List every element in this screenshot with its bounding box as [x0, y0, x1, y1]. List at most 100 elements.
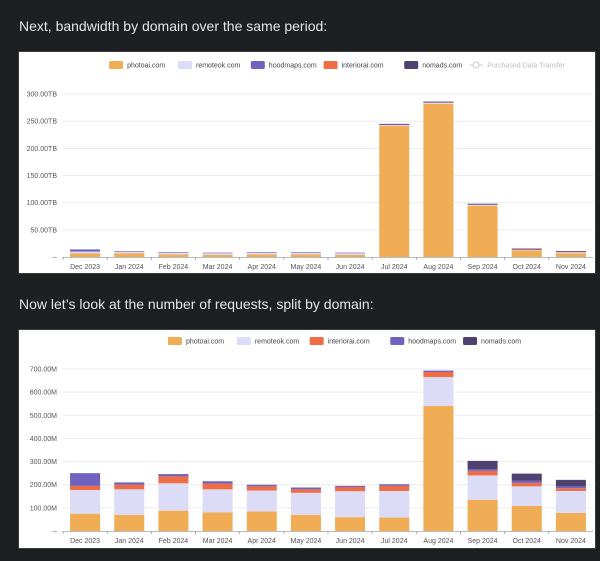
legend-item-photoai-com[interactable]: photoai.com	[109, 61, 165, 70]
bar-stack-jan-2024[interactable]	[114, 482, 145, 531]
bar-segment-hoodmaps-com[interactable]	[335, 252, 366, 254]
bar-segment-remoteok-com[interactable]	[114, 489, 145, 515]
bar-segment-hoodmaps-com[interactable]	[158, 474, 189, 477]
bar-segment-hoodmaps-com[interactable]	[158, 252, 189, 253]
bar-segment-remoteok-com[interactable]	[70, 251, 101, 254]
legend-item-remoteok-com[interactable]: remoteok.com	[236, 337, 300, 346]
bar-segment-hoodmaps-com[interactable]	[246, 252, 277, 253]
bar-segment-hoodmaps-com[interactable]	[202, 481, 233, 484]
bar-segment-nomads-com[interactable]	[423, 101, 454, 103]
bar-segment-photoai-com[interactable]	[70, 253, 101, 257]
bar-segment-nomads-com[interactable]	[555, 479, 586, 487]
bar-segment-photoai-com[interactable]	[467, 499, 498, 531]
bar-segment-photoai-com[interactable]	[555, 253, 586, 257]
bar-segment-hoodmaps-com[interactable]	[379, 484, 410, 486]
legend-item-hoodmaps-com[interactable]: hoodmaps.com	[390, 337, 456, 346]
bar-segment-photoai-com[interactable]	[379, 517, 410, 531]
bar-segment-remoteok-com[interactable]	[290, 252, 321, 255]
bar-segment-photoai-com[interactable]	[423, 406, 454, 531]
bar-segment-interiorai-com[interactable]	[335, 487, 366, 492]
bar-stack-dec-2023[interactable]	[70, 249, 101, 257]
bar-segment-hoodmaps-com[interactable]	[114, 251, 145, 252]
bar-segment-hoodmaps-com[interactable]	[423, 370, 454, 373]
bar-segment-photoai-com[interactable]	[246, 254, 277, 257]
bar-segment-remoteok-com[interactable]	[335, 253, 366, 255]
bar-stack-jun-2024[interactable]	[335, 252, 366, 257]
bar-segment-interiorai-com[interactable]	[555, 488, 586, 491]
bar-segment-photoai-com[interactable]	[335, 517, 366, 531]
bar-segment-interiorai-com[interactable]	[511, 249, 542, 250]
bar-segment-photoai-com[interactable]	[202, 254, 233, 257]
bar-segment-nomads-com[interactable]	[467, 203, 498, 205]
bar-segment-remoteok-com[interactable]	[335, 491, 366, 518]
bar-segment-interiorai-com[interactable]	[379, 485, 410, 491]
bar-segment-interiorai-com[interactable]	[158, 476, 189, 484]
bar-segment-photoai-com[interactable]	[555, 512, 586, 531]
legend-item-nomads-com[interactable]: nomads.com	[463, 337, 521, 346]
bar-stack-oct-2024[interactable]	[511, 248, 542, 257]
bar-stack-jan-2024[interactable]	[114, 251, 145, 257]
bar-segment-photoai-com[interactable]	[114, 514, 145, 531]
bar-segment-hoodmaps-com[interactable]	[246, 484, 277, 487]
bar-stack-jul-2024[interactable]	[379, 484, 410, 531]
bar-stack-mar-2024[interactable]	[202, 252, 233, 257]
bar-stack-sep-2024[interactable]	[467, 460, 498, 531]
bar-segment-photoai-com[interactable]	[511, 250, 542, 257]
bar-segment-photoai-com[interactable]	[335, 254, 366, 257]
bar-segment-hoodmaps-com[interactable]	[467, 468, 498, 471]
bar-stack-apr-2024[interactable]	[246, 252, 277, 257]
bar-stack-aug-2024[interactable]	[423, 370, 454, 531]
legend-item-hoodmaps-com[interactable]: hoodmaps.com	[250, 61, 317, 70]
bar-segment-interiorai-com[interactable]	[511, 482, 542, 487]
bar-segment-photoai-com[interactable]	[423, 103, 454, 257]
bar-stack-may-2024[interactable]	[290, 487, 321, 531]
bar-segment-hoodmaps-com[interactable]	[290, 252, 321, 253]
bar-segment-interiorai-com[interactable]	[114, 484, 145, 490]
bar-stack-jun-2024[interactable]	[335, 485, 366, 531]
bar-segment-remoteok-com[interactable]	[114, 251, 145, 254]
bar-segment-photoai-com[interactable]	[290, 254, 321, 257]
bar-segment-hoodmaps-com[interactable]	[70, 249, 101, 252]
bar-stack-apr-2024[interactable]	[246, 484, 277, 531]
bar-segment-interiorai-com[interactable]	[290, 489, 321, 493]
bar-segment-photoai-com[interactable]	[70, 513, 101, 531]
bar-stack-feb-2024[interactable]	[158, 252, 189, 257]
bar-stack-nov-2024[interactable]	[555, 479, 586, 531]
bar-segment-remoteok-com[interactable]	[467, 475, 498, 500]
bar-segment-hoodmaps-com[interactable]	[70, 473, 101, 486]
bar-stack-oct-2024[interactable]	[511, 473, 542, 531]
bar-segment-nomads-com[interactable]	[467, 460, 498, 469]
bar-segment-photoai-com[interactable]	[290, 514, 321, 531]
legend-item-nomads-com[interactable]: nomads.com	[404, 61, 462, 70]
bar-segment-interiorai-com[interactable]	[202, 483, 233, 490]
bar-segment-remoteok-com[interactable]	[290, 492, 321, 515]
bar-stack-aug-2024[interactable]	[423, 101, 454, 257]
bar-segment-remoteok-com[interactable]	[423, 377, 454, 407]
bar-segment-photoai-com[interactable]	[158, 254, 189, 257]
bar-stack-sep-2024[interactable]	[467, 203, 498, 257]
bar-segment-hoodmaps-com[interactable]	[511, 480, 542, 483]
bar-segment-remoteok-com[interactable]	[158, 252, 189, 255]
bar-segment-remoteok-com[interactable]	[379, 490, 410, 518]
bar-segment-remoteok-com[interactable]	[379, 124, 410, 127]
bar-stack-feb-2024[interactable]	[158, 474, 189, 531]
bar-segment-photoai-com[interactable]	[202, 512, 233, 531]
bar-segment-photoai-com[interactable]	[511, 506, 542, 531]
bar-segment-remoteok-com[interactable]	[202, 253, 233, 255]
bar-segment-hoodmaps-com[interactable]	[290, 487, 321, 490]
bar-segment-nomads-com[interactable]	[379, 123, 410, 125]
bar-stack-nov-2024[interactable]	[555, 251, 586, 257]
bar-segment-remoteok-com[interactable]	[70, 490, 101, 514]
bar-segment-remoteok-com[interactable]	[511, 249, 542, 251]
bar-stack-may-2024[interactable]	[290, 252, 321, 257]
bar-segment-hoodmaps-com[interactable]	[555, 486, 586, 489]
legend-item-photoai-com[interactable]: photoai.com	[167, 337, 224, 346]
bar-segment-photoai-com[interactable]	[158, 510, 189, 531]
bar-segment-photoai-com[interactable]	[246, 511, 277, 531]
legend-item-purchased-data-transfer[interactable]: Purchased Data Transfer	[469, 61, 566, 70]
bar-segment-nomads-com[interactable]	[511, 248, 542, 250]
bar-segment-photoai-com[interactable]	[467, 205, 498, 257]
bar-segment-remoteok-com[interactable]	[246, 252, 277, 255]
bar-segment-interiorai-com[interactable]	[467, 470, 498, 476]
bar-stack-mar-2024[interactable]	[202, 481, 233, 531]
